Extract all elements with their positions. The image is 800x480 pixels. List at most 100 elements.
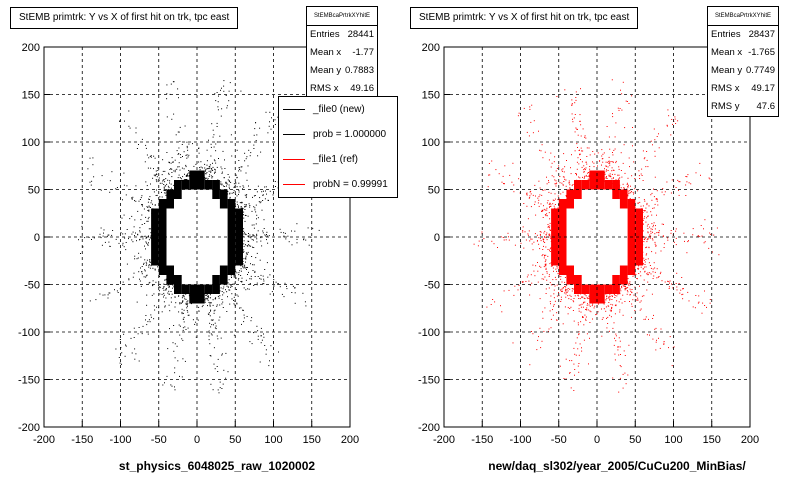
ring-bin [581,180,590,190]
data-point [583,171,585,173]
ring-bin [197,294,205,304]
data-point [545,265,547,267]
stats-value: 47.6 [756,101,776,112]
data-point [554,193,556,195]
data-point [553,176,555,178]
data-point [647,215,649,217]
data-point [549,222,551,224]
data-point [256,238,258,240]
data-point [250,275,252,277]
ring-bin [189,170,197,180]
data-point [143,263,144,265]
data-point [240,207,242,209]
data-point [572,118,573,120]
data-point [538,336,539,338]
data-point [555,180,557,182]
data-point [539,265,541,267]
data-point [547,226,549,228]
data-point [171,157,173,159]
data-point [207,298,208,300]
data-point [149,237,151,239]
data-point [574,102,576,104]
data-point [549,218,551,220]
data-point [273,279,275,281]
data-point [649,226,651,228]
data-point [624,172,626,174]
data-point [695,295,697,296]
data-point [610,303,612,305]
data-point [549,249,550,251]
data-point [141,204,143,206]
data-point [125,242,127,243]
data-point [193,165,195,167]
data-point [602,153,604,155]
data-point [214,171,216,173]
data-point [245,215,247,216]
data-point [163,189,165,191]
data-point [258,201,260,203]
data-point [221,299,223,300]
data-point [265,111,267,113]
data-point [181,313,183,315]
data-point [133,327,135,329]
data-point [206,294,208,296]
data-point [628,284,630,286]
data-point [195,336,197,338]
data-point [685,195,687,196]
data-point [250,245,252,247]
data-point [570,295,572,297]
ring-bin [166,265,174,275]
data-point [213,159,215,161]
data-point [533,270,535,272]
data-point [638,273,640,274]
data-point [220,166,222,168]
data-point [671,283,672,285]
data-point [700,225,702,226]
data-point [241,277,243,279]
data-point [543,238,545,240]
data-point [513,191,515,193]
data-point [552,279,554,281]
data-point [557,199,559,201]
data-point [549,236,551,238]
data-point [560,278,562,280]
data-point [532,194,534,196]
data-point [573,117,575,119]
data-point [643,199,645,201]
data-point [542,317,544,319]
data-point [147,244,149,246]
data-point [688,182,690,184]
data-point [230,134,232,136]
data-point [163,286,165,288]
data-point [507,232,509,234]
ring-bin [551,208,559,218]
data-point [608,297,610,299]
data-point [576,174,577,176]
data-point [638,175,640,177]
data-point [187,311,189,313]
data-point [253,264,255,266]
data-point [545,237,547,239]
data-point [571,154,572,156]
data-point [587,172,589,174]
data-point [214,327,216,329]
x-tick-label: 200 [341,434,359,446]
data-point [148,210,150,212]
data-point [78,239,79,241]
data-point [149,267,151,269]
data-point [704,241,706,243]
data-point [253,247,255,248]
data-point [567,295,569,297]
data-point [671,179,673,181]
data-point [578,163,580,165]
data-point [634,310,636,312]
data-point [185,293,187,295]
data-point [170,162,172,164]
data-point [279,228,281,230]
y-tick-label: 0 [434,232,440,244]
data-point [618,166,620,168]
data-point [654,176,656,178]
data-point [643,158,645,160]
data-point [535,195,536,197]
data-point [547,200,549,202]
